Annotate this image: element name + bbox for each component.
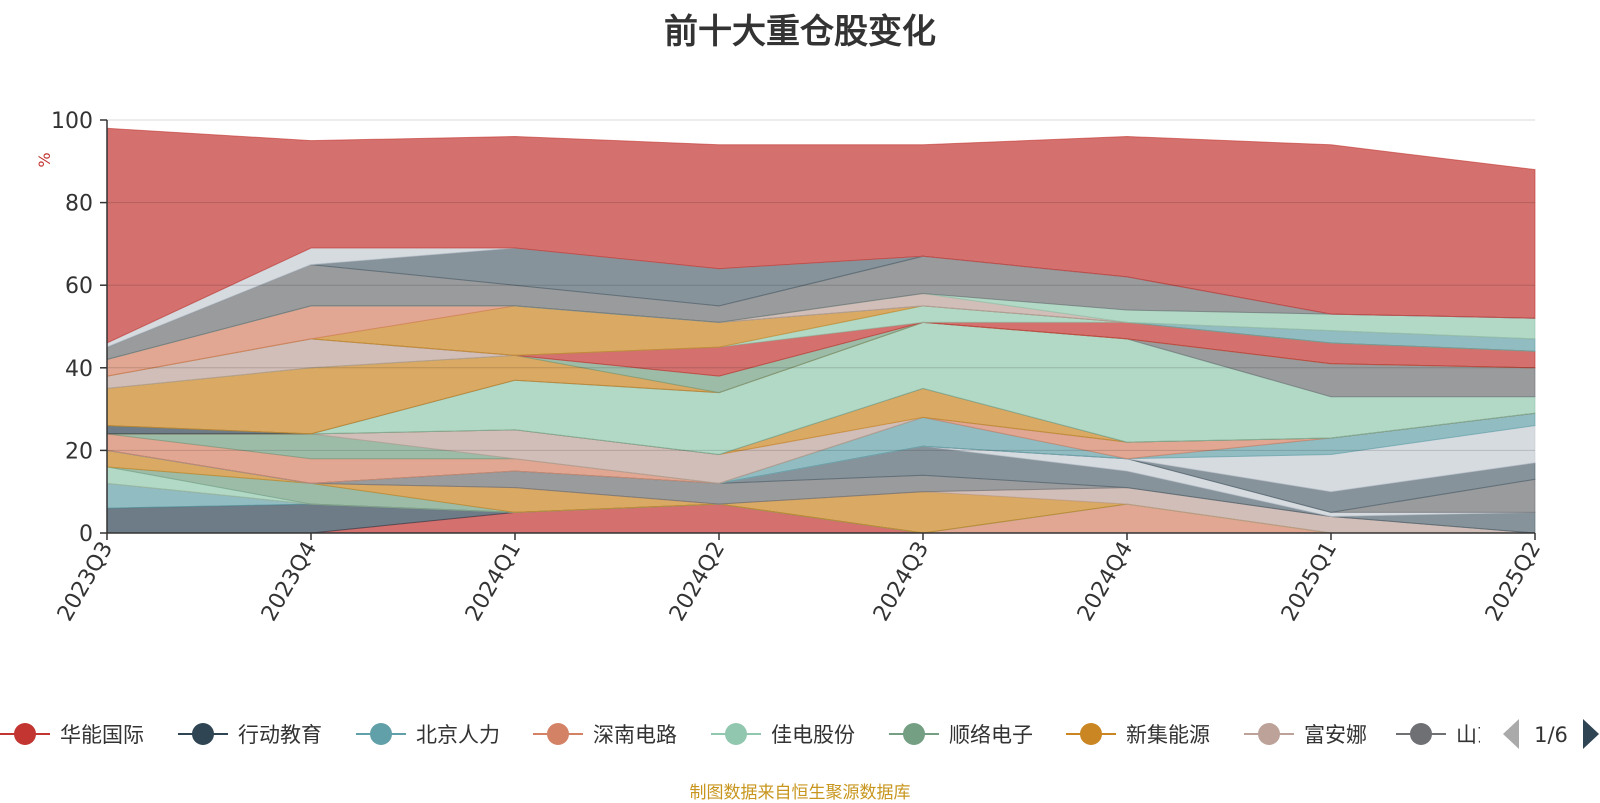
y-tick-label: 60 — [65, 274, 93, 299]
legend-label: 北京人力 — [416, 723, 500, 747]
legend-label: 顺络电子 — [949, 723, 1033, 747]
legend-marker — [192, 723, 214, 745]
x-tick-label: 2025Q2 — [1481, 538, 1546, 626]
legend-marker — [370, 723, 392, 745]
x-tick-label: 2024Q2 — [665, 538, 730, 626]
legend-label: 佳电股份 — [771, 723, 855, 747]
legend-item[interactable]: 华能国际 — [0, 723, 144, 747]
legend-marker — [14, 723, 36, 745]
legend-item[interactable]: 佳电股份 — [711, 723, 855, 747]
x-tick-label: 2024Q3 — [869, 538, 934, 626]
legend-item[interactable]: 新集能源 — [1066, 723, 1210, 747]
legend-marker — [1410, 723, 1432, 745]
y-tick-label: 80 — [65, 192, 93, 217]
legend-clip-mask — [1480, 710, 1600, 760]
legend-next-arrow-icon[interactable] — [1583, 719, 1599, 749]
legend-label: 新集能源 — [1126, 723, 1210, 747]
source-note: 制图数据来自恒生聚源数据库 — [689, 783, 911, 803]
y-tick-label: 20 — [65, 439, 93, 464]
y-axis-label: % — [35, 152, 54, 167]
legend-marker — [547, 723, 569, 745]
legend-label: 深南电路 — [593, 723, 677, 747]
x-tick-label: 2024Q4 — [1073, 538, 1138, 626]
chart-title: 前十大重仓股变化 — [664, 12, 936, 52]
x-tick-label: 2023Q4 — [257, 538, 322, 626]
gridlines — [107, 119, 1535, 451]
area-series-36 — [106, 127, 1536, 344]
legend-label: 富安娜 — [1304, 723, 1367, 747]
legend: 华能国际 行动教育 北京人力 深南电路 佳电股份 顺络电子 新集能源 富安娜 山东 1/6 — [0, 710, 1600, 760]
legend-label: 行动教育 — [238, 723, 322, 747]
legend-marker — [1258, 723, 1280, 745]
legend-label: 华能国际 — [60, 723, 144, 747]
legend-item[interactable]: 深南电路 — [533, 723, 677, 747]
area-layers — [106, 127, 1536, 534]
legend-item[interactable]: 行动教育 — [178, 723, 322, 747]
legend-marker — [725, 723, 747, 745]
legend-page-indicator: 1/6 — [1534, 723, 1568, 747]
legend-prev-arrow-icon[interactable] — [1503, 719, 1519, 749]
legend-item[interactable]: 顺络电子 — [889, 723, 1033, 747]
y-tick-label: 40 — [65, 357, 93, 382]
x-tick-label: 2024Q1 — [461, 538, 526, 626]
y-tick-label: 0 — [79, 522, 93, 547]
legend-marker — [903, 723, 925, 745]
legend-marker — [1080, 723, 1102, 745]
legend-item[interactable]: 北京人力 — [356, 723, 500, 747]
legend-item[interactable]: 富安娜 — [1244, 723, 1367, 747]
x-tick-label: 2025Q1 — [1277, 538, 1342, 626]
x-tick-label: 2023Q3 — [53, 538, 118, 626]
y-tick-label: 100 — [51, 109, 93, 134]
